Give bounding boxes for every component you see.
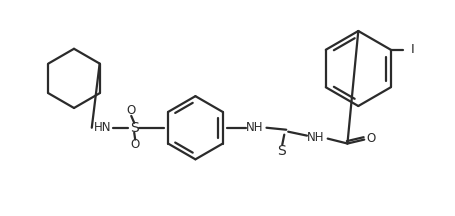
Text: NH: NH — [246, 121, 263, 134]
Text: NH: NH — [307, 131, 324, 144]
Text: S: S — [130, 121, 139, 135]
Text: O: O — [126, 105, 136, 118]
Text: I: I — [410, 43, 415, 56]
Text: O: O — [367, 132, 376, 145]
Text: S: S — [277, 145, 286, 158]
Text: O: O — [131, 138, 140, 151]
Text: HN: HN — [94, 121, 111, 134]
